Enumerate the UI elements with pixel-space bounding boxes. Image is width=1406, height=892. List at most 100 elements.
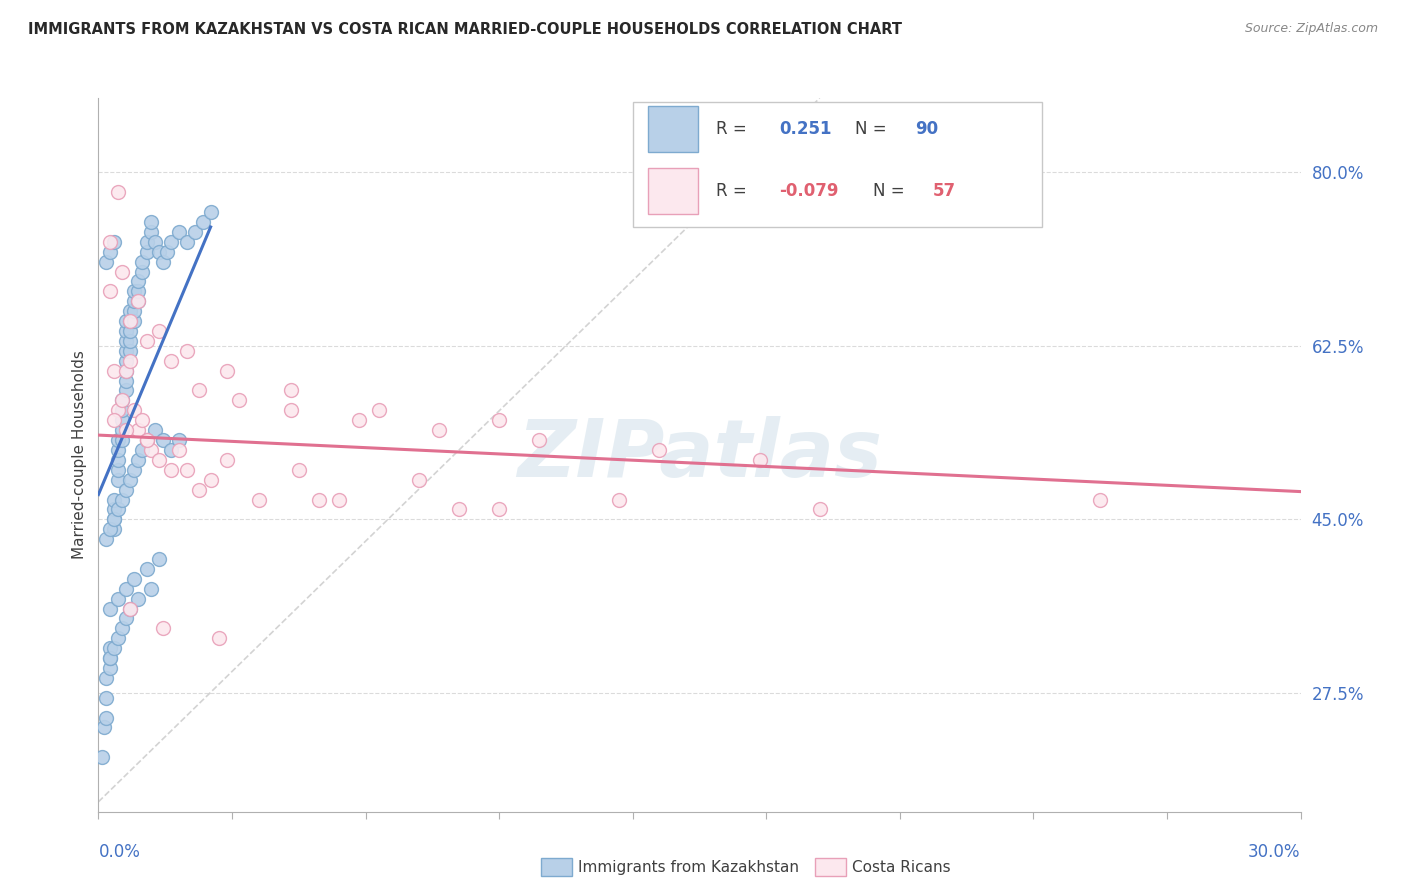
- Y-axis label: Married-couple Households: Married-couple Households: [72, 351, 87, 559]
- Point: [447, 502, 470, 516]
- Point: [100, 661, 122, 675]
- Point: [111, 403, 134, 417]
- Point: [115, 483, 138, 497]
- Point: [115, 582, 138, 596]
- Point: [135, 562, 157, 576]
- Point: [103, 641, 125, 656]
- Point: [159, 353, 181, 368]
- Point: [96, 532, 118, 546]
- Point: [124, 304, 146, 318]
- Point: [107, 632, 129, 646]
- Point: [107, 186, 129, 200]
- Point: [115, 353, 138, 368]
- Point: [100, 641, 122, 656]
- Text: 0.0%: 0.0%: [98, 843, 141, 861]
- Point: [131, 254, 153, 268]
- Point: [100, 522, 122, 536]
- Point: [488, 502, 510, 516]
- Point: [176, 235, 198, 249]
- Point: [100, 651, 122, 665]
- Point: [135, 235, 157, 249]
- Point: [103, 512, 125, 526]
- Point: [111, 393, 134, 408]
- Point: [90, 750, 112, 764]
- Point: [288, 463, 311, 477]
- Point: [103, 492, 125, 507]
- Point: [228, 393, 250, 408]
- Point: [100, 285, 122, 299]
- Point: [115, 384, 138, 398]
- Point: [115, 334, 138, 348]
- Point: [131, 264, 153, 278]
- Point: [176, 343, 198, 358]
- Point: [167, 442, 190, 457]
- Point: [152, 433, 174, 447]
- Point: [131, 442, 153, 457]
- Point: [191, 215, 214, 229]
- Text: R =: R =: [716, 182, 752, 200]
- Text: N =: N =: [873, 182, 910, 200]
- Point: [107, 403, 129, 417]
- Point: [143, 235, 166, 249]
- Point: [124, 572, 146, 586]
- Point: [280, 403, 302, 417]
- Point: [103, 522, 125, 536]
- Point: [152, 621, 174, 635]
- Text: 0.251: 0.251: [779, 120, 831, 137]
- Point: [176, 463, 198, 477]
- Point: [120, 601, 142, 615]
- Point: [488, 413, 510, 427]
- Point: [120, 304, 142, 318]
- Point: [111, 393, 134, 408]
- Point: [648, 442, 671, 457]
- Point: [368, 403, 391, 417]
- Point: [107, 433, 129, 447]
- Point: [139, 225, 162, 239]
- Point: [135, 433, 157, 447]
- Point: [748, 453, 770, 467]
- FancyBboxPatch shape: [648, 105, 699, 152]
- Point: [124, 314, 146, 328]
- Point: [200, 473, 222, 487]
- Text: ZIPatlas: ZIPatlas: [517, 416, 882, 494]
- Point: [115, 343, 138, 358]
- Point: [135, 433, 157, 447]
- Point: [120, 334, 142, 348]
- Point: [328, 492, 350, 507]
- Point: [100, 651, 122, 665]
- Point: [107, 442, 129, 457]
- Point: [408, 473, 430, 487]
- Point: [208, 632, 231, 646]
- Point: [103, 235, 125, 249]
- Point: [107, 453, 129, 467]
- Point: [120, 601, 142, 615]
- Point: [128, 591, 150, 606]
- Point: [111, 423, 134, 437]
- Point: [124, 463, 146, 477]
- FancyBboxPatch shape: [648, 168, 699, 214]
- Point: [115, 324, 138, 338]
- Point: [120, 314, 142, 328]
- Point: [159, 235, 181, 249]
- Point: [200, 205, 222, 219]
- Text: Source: ZipAtlas.com: Source: ZipAtlas.com: [1244, 22, 1378, 36]
- Point: [139, 442, 162, 457]
- Point: [103, 413, 125, 427]
- Point: [131, 413, 153, 427]
- Point: [115, 364, 138, 378]
- Point: [152, 254, 174, 268]
- Point: [100, 601, 122, 615]
- Point: [135, 433, 157, 447]
- Point: [139, 215, 162, 229]
- Text: N =: N =: [855, 120, 891, 137]
- Point: [183, 225, 205, 239]
- Text: Costa Ricans: Costa Ricans: [852, 860, 950, 874]
- Point: [107, 591, 129, 606]
- Point: [120, 343, 142, 358]
- Point: [107, 473, 129, 487]
- Point: [609, 492, 631, 507]
- Point: [128, 275, 150, 289]
- Point: [94, 710, 117, 724]
- Point: [128, 294, 150, 309]
- Text: 90: 90: [915, 120, 938, 137]
